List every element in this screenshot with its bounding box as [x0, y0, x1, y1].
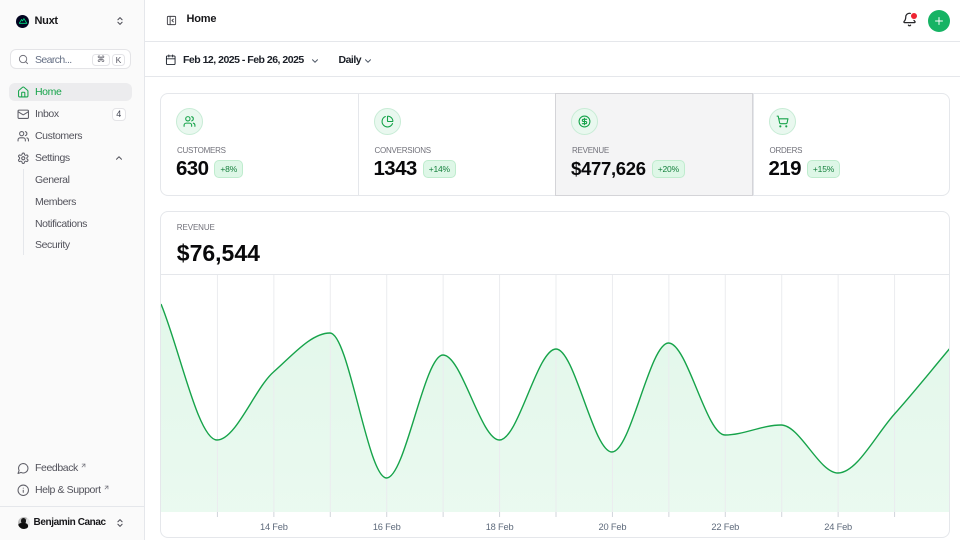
svg-text:14 Feb: 14 Feb: [260, 522, 288, 532]
svg-text:20 Feb: 20 Feb: [599, 522, 627, 532]
svg-text:16 Feb: 16 Feb: [373, 522, 401, 532]
svg-text:18 Feb: 18 Feb: [486, 522, 514, 532]
svg-text:24 Feb: 24 Feb: [824, 522, 852, 532]
svg-text:22 Feb: 22 Feb: [711, 522, 739, 532]
